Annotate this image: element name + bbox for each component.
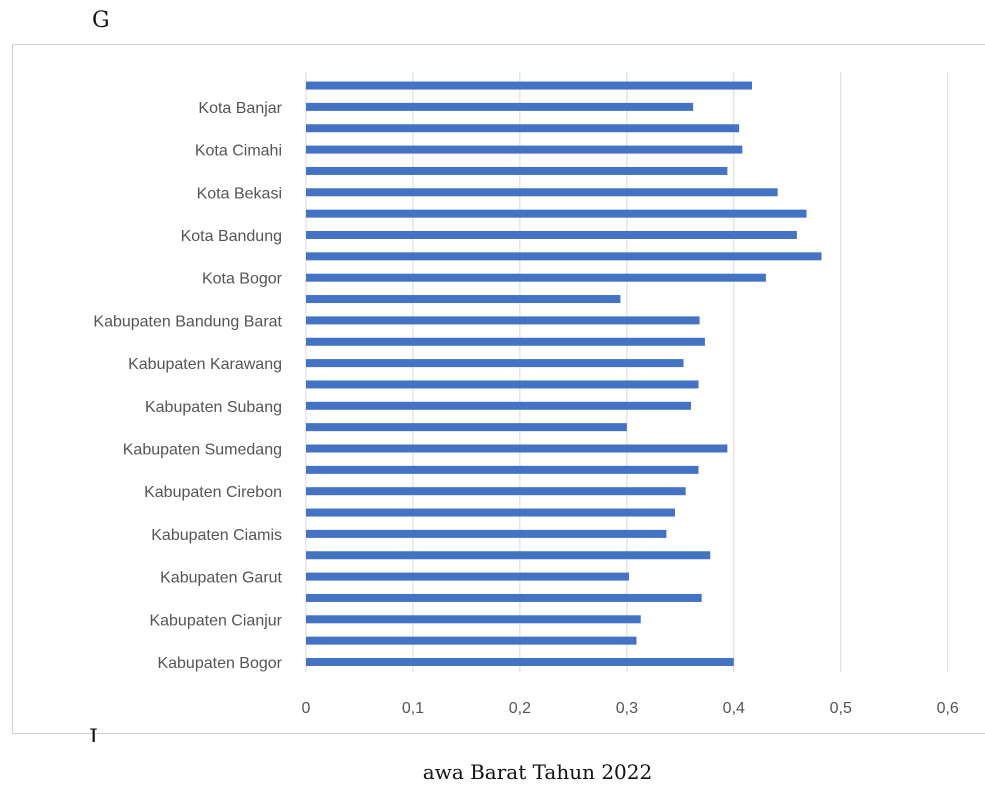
category-label: Kabupaten Ciamis [151, 527, 282, 544]
bar [306, 337, 705, 346]
x-tick-label: 0 [302, 700, 311, 717]
bar [306, 124, 740, 133]
bar [306, 551, 711, 560]
bar [306, 444, 728, 453]
document-text-fragment: G [92, 8, 110, 33]
x-tick-label: 0,1 [402, 700, 424, 717]
bar [306, 81, 752, 90]
bar [306, 273, 766, 282]
bar [306, 188, 778, 197]
category-label: Kabupaten Subang [145, 399, 282, 416]
bar [306, 209, 807, 218]
category-label: Kabupaten Sumedang [123, 442, 282, 459]
bar [306, 423, 627, 432]
x-tick-label: 0,4 [723, 700, 745, 717]
bar [306, 508, 675, 517]
category-label: Kabupaten Garut [160, 570, 282, 587]
x-tick-label: 0,2 [509, 700, 531, 717]
bar [306, 529, 667, 538]
bar [306, 636, 637, 645]
bar [306, 658, 734, 666]
category-label: Kota Bandung [181, 228, 282, 245]
category-labels: Kabupaten Bogor Kabupaten Cianjur Kabupate… [93, 100, 282, 672]
bars [306, 81, 822, 666]
bar [306, 487, 686, 496]
x-tick-label: 0,6 [937, 700, 959, 717]
category-label: Kabupaten Karawang [128, 356, 282, 373]
bar [306, 316, 700, 325]
bar [306, 166, 728, 175]
bar [306, 593, 702, 602]
bar [306, 295, 621, 304]
category-label: Kota Bogor [202, 271, 283, 288]
category-label: Kabupaten Cirebon [144, 484, 282, 501]
bar [306, 145, 743, 154]
bar [306, 615, 641, 624]
bar [306, 359, 684, 368]
bar [306, 252, 822, 261]
category-label: Kota Cimahi [195, 143, 282, 160]
document-text-fragment-2: J [89, 726, 98, 742]
figure-caption: awa Barat Tahun 2022 [422, 760, 653, 784]
category-label: Kabupaten Cianjur [149, 612, 282, 629]
bar [306, 401, 692, 410]
category-label: Kota Bekasi [197, 185, 282, 202]
category-label: Kabupaten Bandung Barat [93, 313, 282, 330]
category-label: Kota Banjar [198, 100, 282, 117]
x-axis-tick-labels: 0 0,1 0,2 0,3 0,4 0,5 0,6 [302, 700, 959, 717]
x-tick-label: 0,3 [616, 700, 638, 717]
x-tick-label: 0,5 [830, 700, 852, 717]
bar [306, 465, 699, 474]
bar [306, 380, 699, 389]
category-label: Kabupaten Bogor [157, 655, 282, 672]
bar [306, 231, 797, 239]
bar [306, 102, 694, 111]
gridlines [305, 72, 949, 672]
bar [306, 572, 629, 581]
